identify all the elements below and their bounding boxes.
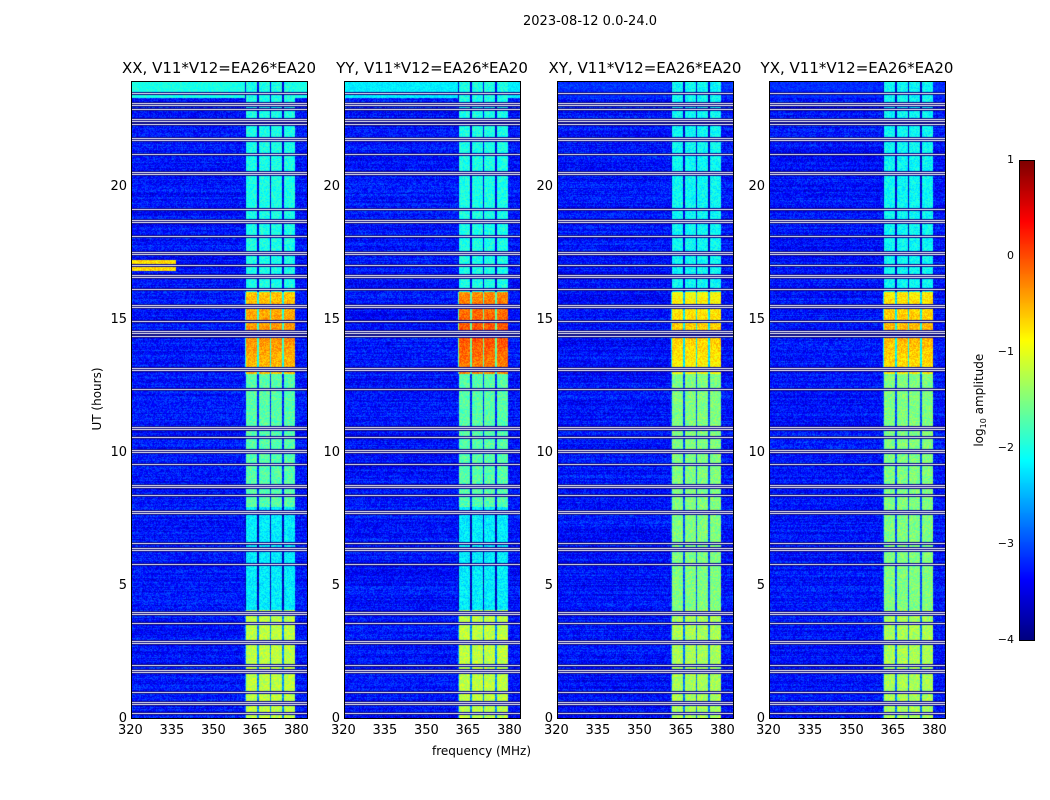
x-tick-label: 335 (585, 723, 611, 738)
figure-title: 2023-08-12 0.0-24.0 (523, 14, 657, 29)
panel-title: YX, V11*V12=EA26*EA20 (760, 59, 954, 77)
y-tick-label: 5 (331, 578, 340, 594)
heatmap-image (132, 82, 307, 718)
x-tick-label: 365 (880, 723, 906, 738)
y-tick-label: 10 (110, 445, 127, 461)
x-tick-label: 365 (668, 723, 694, 738)
y-tick-label: 15 (323, 312, 340, 328)
heatmap-image (558, 82, 733, 718)
panel-title: XX, V11*V12=EA26*EA20 (121, 59, 316, 77)
y-tick-label: 5 (544, 578, 553, 594)
x-tick-label: 350 (413, 723, 439, 738)
y-tick-label: 0 (756, 711, 765, 726)
x-tick-label: 380 (921, 723, 947, 738)
panel-title: XY, V11*V12=EA26*EA20 (548, 59, 742, 77)
heatmap-panel-3 (769, 81, 946, 719)
y-tick-label: 5 (118, 578, 127, 594)
x-tick-label: 350 (838, 723, 864, 738)
colorbar-tick-label: 0 (1007, 249, 1014, 262)
colorbar-tick-label: −3 (997, 537, 1014, 550)
x-tick-label: 350 (626, 723, 652, 738)
y-tick-label: 15 (536, 312, 553, 328)
y-tick-label: 20 (748, 179, 765, 195)
y-tick-label: 10 (748, 445, 765, 461)
x-tick-label: 365 (455, 723, 481, 738)
colorbar-tick-label: −1 (997, 345, 1014, 358)
y-tick-label: 0 (331, 711, 340, 726)
x-tick-label: 380 (496, 723, 522, 738)
y-tick-label: 20 (536, 179, 553, 195)
x-tick-label: 380 (709, 723, 735, 738)
heatmap-image (345, 82, 520, 718)
y-tick-label: 5 (756, 578, 765, 594)
y-axis-label: UT (hours) (90, 367, 104, 431)
panel-title: YY, V11*V12=EA26*EA20 (336, 59, 528, 77)
heatmap-panel-1 (344, 81, 521, 719)
y-tick-label: 20 (323, 179, 340, 195)
x-axis-label: frequency (MHz) (432, 744, 532, 758)
colorbar-tick-label: 1 (1007, 153, 1014, 166)
colorbar (1019, 160, 1035, 641)
x-tick-label: 320 (544, 723, 569, 738)
y-tick-label: 10 (536, 445, 553, 461)
heatmap-image (770, 82, 945, 718)
heatmap-panel-0 (131, 81, 308, 719)
x-tick-label: 380 (283, 723, 309, 738)
y-tick-label: 15 (110, 312, 127, 328)
colorbar-tick-label: −2 (997, 441, 1014, 454)
colorbar-label: log10 amplitude (971, 353, 989, 447)
heatmap-panel-2 (557, 81, 734, 719)
y-tick-label: 20 (110, 179, 127, 195)
x-tick-label: 335 (372, 723, 398, 738)
x-tick-label: 365 (242, 723, 268, 738)
x-tick-label: 350 (200, 723, 226, 738)
y-tick-label: 15 (748, 312, 765, 328)
x-tick-label: 320 (118, 723, 143, 738)
x-tick-label: 335 (797, 723, 823, 738)
y-tick-label: 0 (544, 711, 553, 726)
x-tick-label: 320 (331, 723, 356, 738)
x-tick-label: 335 (159, 723, 185, 738)
y-tick-label: 10 (323, 445, 340, 461)
colorbar-tick-label: −4 (997, 633, 1014, 646)
y-tick-label: 0 (118, 711, 127, 726)
x-tick-label: 320 (756, 723, 781, 738)
